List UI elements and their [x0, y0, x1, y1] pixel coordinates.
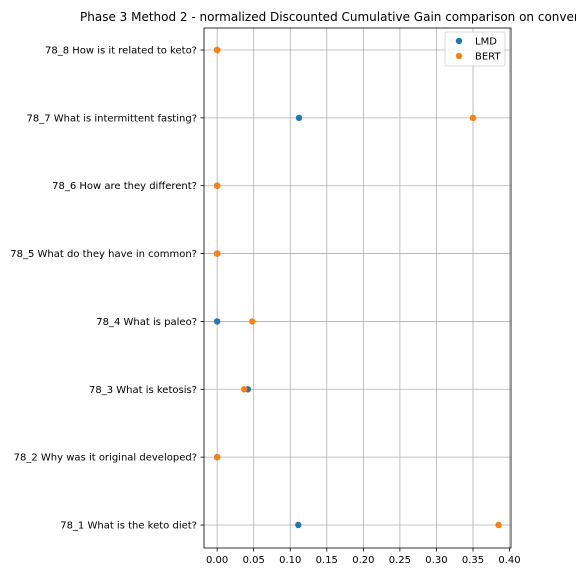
point-lmd	[295, 114, 303, 122]
y-tick-label: 78_2 Why was it original developed?	[14, 453, 197, 464]
x-tick-label: 0.10	[279, 555, 301, 566]
x-tick-label: 0.15	[316, 555, 338, 566]
x-tick-label: 0.20	[352, 555, 374, 566]
point-lmd	[295, 521, 302, 529]
y-tick-label: 78_3 What is ketosis?	[89, 385, 197, 396]
x-tick-label: 0.05	[243, 555, 265, 566]
data-points	[213, 46, 502, 529]
x-tick-label: 0.40	[498, 555, 520, 566]
legend-marker	[455, 52, 463, 60]
y-tick-label: 78_7 What is intermittent fasting?	[26, 113, 197, 124]
y-tick-label: 78_1 What is the keto diet?	[60, 521, 197, 532]
legend-marker	[455, 37, 463, 45]
chart-title: Phase 3 Method 2 - normalized Discounted…	[80, 10, 576, 24]
x-tick-label: 0.30	[425, 555, 447, 566]
y-tick-label: 78_5 What do they have in common?	[10, 249, 197, 260]
point-bert	[249, 318, 256, 325]
y-tick-label: 78_6 How are they different?	[52, 181, 197, 192]
x-tick-label: 0.25	[389, 555, 411, 566]
legend: LMD BERT	[444, 31, 506, 67]
y-tick-label: 78_4 What is paleo?	[96, 317, 197, 328]
point-bert	[213, 46, 221, 54]
legend-label: BERT	[475, 52, 501, 63]
x-tick-label: 0.00	[206, 555, 228, 566]
point-bert	[213, 182, 221, 189]
point-bert	[495, 521, 502, 529]
plot-frame	[203, 27, 512, 549]
y-tick-label: 78_8 How is it related to keto?	[45, 46, 197, 57]
grid	[204, 28, 511, 548]
point-bert	[213, 250, 221, 257]
x-tick-label: 0.35	[462, 555, 484, 566]
legend-label: LMD	[475, 37, 497, 48]
point-bert	[241, 386, 248, 393]
point-bert	[469, 114, 477, 122]
point-lmd	[213, 318, 221, 325]
point-bert	[213, 453, 221, 461]
axis-ticks: 0.00 0.05 0.10 0.15 0.20 0.25 0.30 0.35 0.40 78_1…	[10, 46, 520, 567]
